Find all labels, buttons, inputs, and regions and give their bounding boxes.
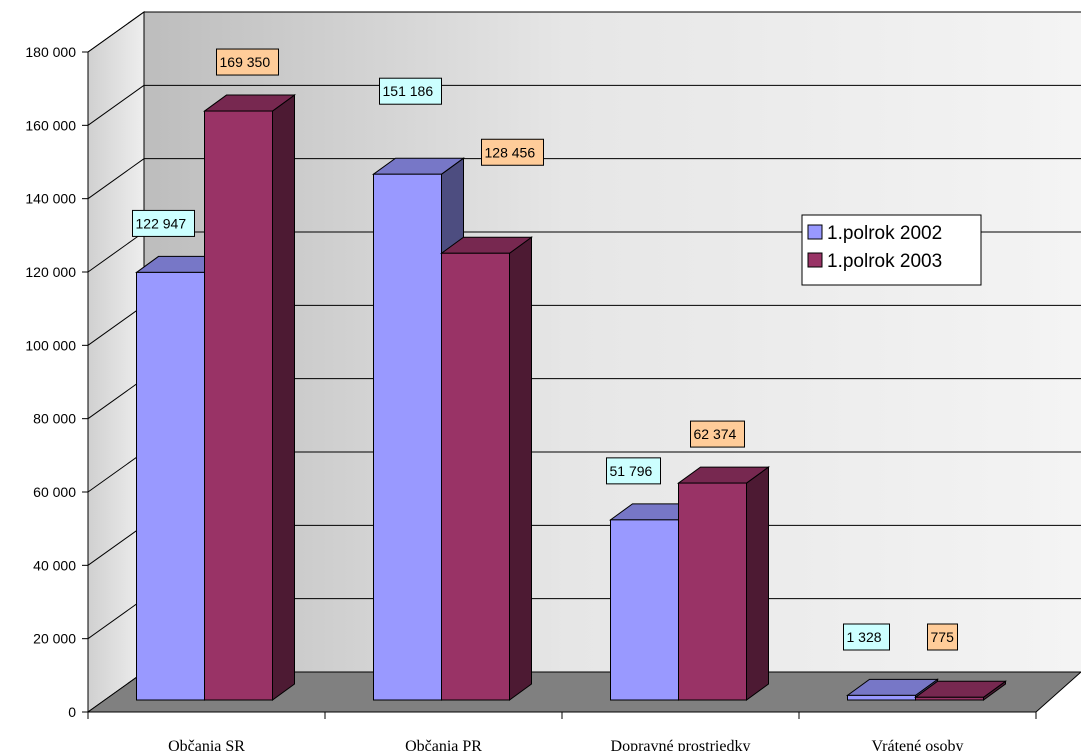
- data-label-box: [606, 457, 661, 485]
- gridline-side: [87, 158, 145, 200]
- bar-front: [847, 694, 916, 701]
- legend-swatch: [807, 224, 823, 240]
- gridline-group: 180 000: [25, 11, 1081, 60]
- gridline-group: 80 000: [33, 378, 1081, 427]
- gridline-group: 140 000: [25, 158, 1081, 207]
- data-label-text: 151 186: [383, 83, 434, 99]
- gridline-group: 160 000: [25, 84, 1081, 133]
- y-tick-label: 180 000: [25, 44, 76, 60]
- bar-front: [915, 696, 984, 701]
- data-label-text: 128 456: [485, 144, 536, 160]
- data-label-text: 1 328: [847, 629, 882, 645]
- side-wall: [87, 11, 145, 713]
- data-label: 775: [927, 623, 958, 651]
- y-tick-label: 40 000: [33, 557, 76, 573]
- bar-front: [610, 519, 679, 701]
- data-label-box: [379, 77, 442, 105]
- y-tick-label: 20 000: [33, 631, 76, 647]
- bar: [913, 680, 1008, 701]
- y-tick-label: 60 000: [33, 484, 76, 500]
- legend-box: [801, 214, 982, 286]
- legend: 1.polrok 2002 1.polrok 2003: [801, 214, 982, 286]
- legend-label: 1.polrok 2002: [827, 223, 942, 244]
- data-label-text: 169 350: [220, 54, 271, 70]
- gridline-group: 60 000: [33, 451, 1081, 500]
- bar-side: [746, 466, 769, 701]
- data-label: 151 186: [379, 77, 442, 105]
- y-tick-label: 0: [68, 704, 76, 720]
- bar-front: [136, 271, 205, 701]
- y-tick-label: 140 000: [25, 191, 76, 207]
- x-category-label: Občania PR: [405, 738, 482, 751]
- data-label-box: [481, 138, 544, 166]
- bar-side: [272, 94, 295, 701]
- x-category-label: Občania SR: [168, 738, 245, 751]
- bar-side: [509, 236, 532, 701]
- data-label-text: 62 374: [694, 426, 737, 442]
- bar: [439, 236, 534, 701]
- data-label: 51 796: [606, 457, 661, 485]
- bar: [202, 94, 297, 701]
- data-label-text: 775: [931, 629, 955, 645]
- gridline-group: 100 000: [25, 304, 1081, 353]
- data-label-text: 51 796: [610, 463, 653, 479]
- data-label-text: 122 947: [136, 215, 187, 231]
- data-label-box: [843, 623, 890, 651]
- gridline-side: [87, 598, 145, 640]
- data-label: 1 328: [843, 623, 890, 651]
- x-category-label: Vrátené osoby: [872, 738, 964, 751]
- gridline-side: [87, 11, 145, 53]
- bar-front: [678, 482, 747, 701]
- data-label: 62 374: [690, 420, 745, 448]
- gridline-side: [87, 304, 145, 346]
- bar-front: [204, 110, 273, 701]
- data-label: 128 456: [481, 138, 544, 166]
- data-label-box: [216, 48, 279, 76]
- data-label: 122 947: [132, 209, 195, 237]
- gridline-side: [87, 524, 145, 566]
- data-label-box: [927, 623, 958, 651]
- y-tick-label: 160 000: [25, 117, 76, 133]
- bar-front: [441, 252, 510, 701]
- legend-label: 1.polrok 2003: [827, 251, 942, 272]
- legend-swatch: [807, 252, 823, 268]
- gridline-side: [87, 451, 145, 493]
- bar: [676, 466, 771, 701]
- y-tick-label: 120 000: [25, 264, 76, 280]
- data-label-box: [690, 420, 745, 448]
- y-tick-label: 80 000: [33, 411, 76, 427]
- y-tick-label: 100 000: [25, 337, 76, 353]
- gridline-side: [87, 231, 145, 273]
- data-label-box: [132, 209, 195, 237]
- bar-front: [373, 173, 442, 701]
- x-category-label: Dopravné prostriedky: [611, 738, 751, 751]
- data-label: 169 350: [216, 48, 279, 76]
- gridline-side: [87, 84, 145, 126]
- gridline-side: [87, 378, 145, 420]
